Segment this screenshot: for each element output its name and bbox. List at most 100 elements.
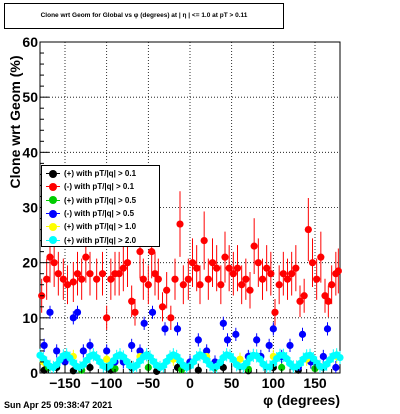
- legend-entry: (-) with pT/|q| > 0.5: [42, 207, 159, 220]
- data-point: [298, 330, 307, 338]
- data-point: [223, 336, 232, 344]
- axes: −150 −100 −50 0 50 100 150 0 10 20 30 40 50 60: [22, 34, 341, 391]
- data-point: [103, 314, 111, 322]
- x-tick-label: −100: [91, 375, 123, 391]
- data-point: [296, 297, 304, 305]
- data-point: [254, 259, 262, 267]
- data-point: [163, 286, 171, 294]
- data-point: [40, 341, 48, 350]
- data-point: [184, 275, 192, 283]
- data-point: [288, 270, 296, 278]
- data-point: [128, 297, 136, 305]
- data-point: [225, 264, 233, 272]
- legend-marker: [42, 169, 64, 179]
- legend-marker: [42, 182, 64, 192]
- data-point: [204, 275, 212, 283]
- data-point: [86, 270, 94, 278]
- data-point: [123, 259, 132, 267]
- data-points: [36, 220, 344, 375]
- data-point: [82, 253, 90, 261]
- data-point: [219, 319, 227, 327]
- data-point: [221, 253, 229, 261]
- data-point: [308, 259, 317, 267]
- data-point: [86, 363, 94, 372]
- x-tick-label: 0: [186, 375, 194, 391]
- data-point: [103, 347, 111, 355]
- data-point: [292, 264, 300, 272]
- data-point: [324, 297, 332, 305]
- x-tick-label: 100: [262, 375, 286, 391]
- data-point: [188, 259, 197, 267]
- data-point: [93, 275, 101, 283]
- legend-marker: [42, 195, 64, 205]
- data-point: [154, 275, 162, 283]
- data-point: [319, 352, 327, 361]
- legend-label: (-) with pT/|q| > 0.5: [64, 209, 135, 219]
- data-point: [50, 259, 58, 267]
- data-point: [176, 220, 184, 228]
- data-point: [59, 275, 67, 283]
- data-point: [139, 275, 147, 283]
- data-point: [173, 325, 182, 333]
- legend-entry: (+) with pT/|q| > 0.5: [42, 194, 159, 207]
- data-point: [128, 341, 136, 350]
- legend-marker: [42, 222, 64, 232]
- data-point: [304, 225, 312, 234]
- data-point: [103, 355, 111, 363]
- data-point: [86, 341, 94, 350]
- data-point: [283, 275, 292, 283]
- data-point: [233, 264, 242, 272]
- data-point: [194, 336, 202, 344]
- data-point: [148, 308, 157, 316]
- data-point: [98, 270, 107, 278]
- data-point: [193, 264, 201, 272]
- data-point: [161, 325, 169, 333]
- data-point: [328, 281, 336, 289]
- data-point: [148, 248, 156, 256]
- data-point: [213, 264, 221, 272]
- data-point: [78, 275, 86, 283]
- data-point: [323, 325, 332, 333]
- data-point: [200, 237, 208, 245]
- legend-label: (+) with pT/|q| > 1.0: [64, 222, 137, 232]
- data-point: [334, 267, 342, 275]
- data-point: [271, 308, 279, 316]
- y-tick-label: 50: [22, 89, 38, 105]
- x-axis-label: φ (degrees): [263, 392, 340, 408]
- data-point: [107, 275, 115, 283]
- data-point: [300, 292, 308, 300]
- data-point: [171, 275, 179, 283]
- y-tick-label: 30: [22, 200, 38, 216]
- data-point: [246, 286, 254, 294]
- data-point: [158, 303, 167, 311]
- data-point: [131, 308, 139, 316]
- data-point: [43, 275, 51, 283]
- data-point: [136, 347, 144, 355]
- data-point: [229, 270, 237, 278]
- data-point: [265, 341, 273, 350]
- legend-marker: [42, 209, 64, 219]
- x-tick-label: 50: [224, 375, 240, 391]
- y-tick-label: 60: [22, 34, 38, 50]
- legend-entry: (-) with pT/|q| > 0.1: [42, 180, 159, 193]
- legend-label: (+) with pT/|q| > 2.0: [64, 235, 137, 245]
- y-axis-label: Clone wrt Geom (%): [7, 55, 23, 189]
- data-point: [313, 275, 321, 283]
- legend-label: (+) with pT/|q| > 0.1: [64, 169, 137, 179]
- data-point: [115, 270, 123, 278]
- data-point: [79, 347, 87, 355]
- data-point: [167, 314, 175, 322]
- data-point: [46, 308, 54, 316]
- legend-entry: (+) with pT/|q| > 2.0: [42, 233, 159, 246]
- data-point: [286, 341, 294, 350]
- data-point: [203, 347, 211, 355]
- data-point: [321, 292, 329, 300]
- legend-label: (+) with pT/|q| > 0.5: [64, 195, 137, 205]
- data-point: [179, 281, 187, 289]
- legend-marker: [42, 235, 64, 245]
- data-point: [242, 275, 250, 283]
- data-point: [140, 319, 148, 327]
- timestamp: Sun Apr 25 09:38:47 2021: [4, 400, 113, 410]
- data-point: [250, 242, 258, 250]
- data-point: [232, 330, 240, 338]
